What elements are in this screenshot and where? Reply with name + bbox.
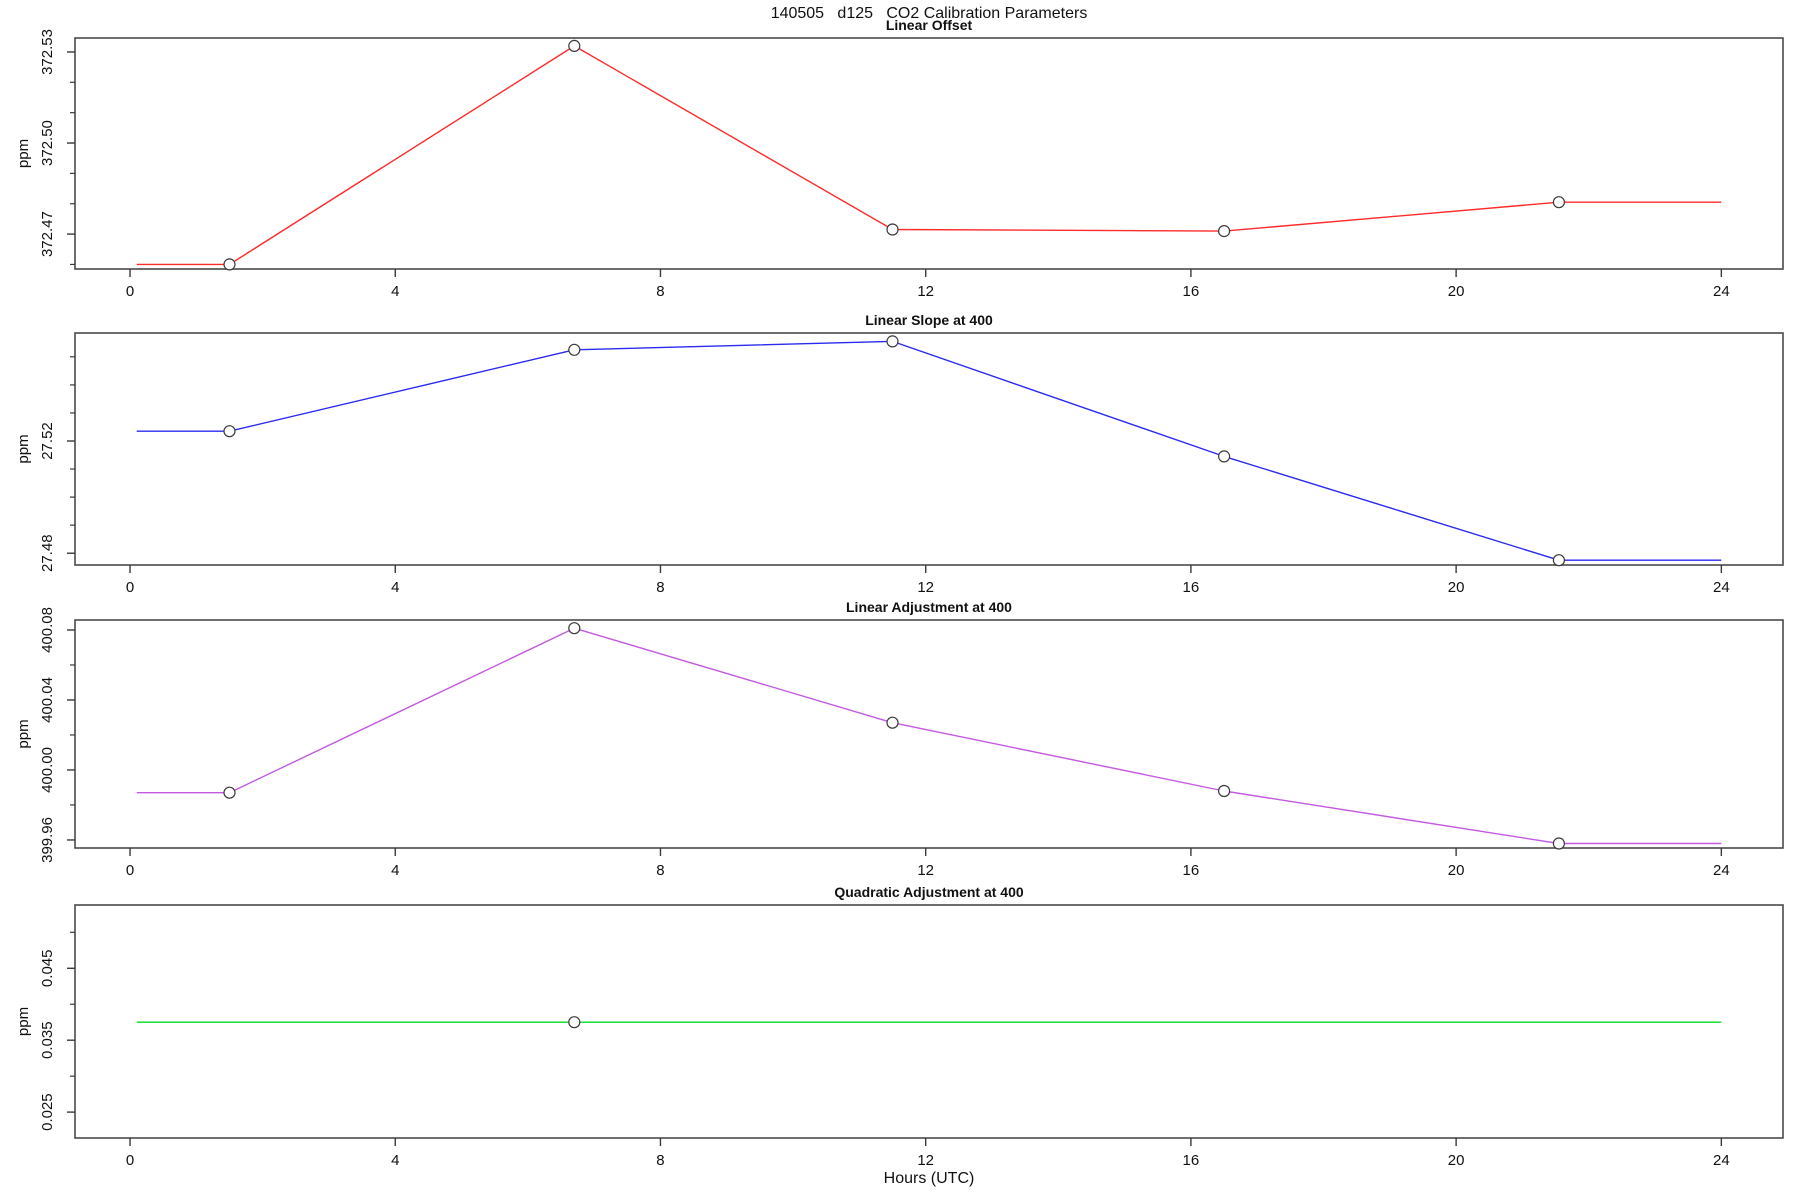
data-point-marker [223,258,236,271]
data-point-marker [886,716,899,729]
panel-title: Linear Slope at 400 [865,312,993,328]
data-point-marker [568,622,581,635]
plot-box [74,37,1784,270]
x-tick-label: 12 [917,579,934,596]
x-axis-title: Hours (UTC) [883,1170,975,1187]
y-tick-label: 0.025 [39,1093,56,1131]
x-tick-label: 0 [126,862,134,879]
x-tick-label: 20 [1448,862,1465,879]
x-tick-label: 16 [1183,862,1200,879]
y-axis-label: ppm [15,434,32,463]
y-tick-label: 27.52 [39,422,56,460]
x-tick-label: 16 [1183,283,1200,300]
x-tick-label: 24 [1713,1152,1730,1169]
data-line [136,340,1722,561]
y-tick-label: 400.04 [39,677,56,723]
x-tick-label: 8 [656,1152,664,1169]
x-tick-label: 24 [1713,283,1730,300]
x-tick-label: 12 [917,862,934,879]
y-axis-label: ppm [15,139,32,168]
data-line [136,45,1722,266]
data-point-marker [1552,837,1566,850]
y-tick-label: 0.045 [39,950,56,988]
data-point-marker [1552,196,1566,209]
plot-box [74,619,1784,849]
plot-main-title: 140505 d125 CO2 Calibration Parameters [770,5,1088,22]
x-tick-label: 8 [656,283,664,300]
y-tick-label: 27.48 [39,534,56,572]
panel-linear-adjustment-at-400: Linear Adjustment at 400 399.96 400.00 400.… [15,599,1784,879]
data-line [136,627,1722,845]
x-tick-label: 16 [1183,1152,1200,1169]
x-tick-label: 16 [1183,579,1200,596]
data-point-marker [1552,554,1566,567]
data-point-marker [568,343,581,356]
y-tick-label: 372.53 [39,29,56,75]
y-axis-label: ppm [15,719,32,748]
data-point-marker [886,335,899,348]
panel-quadratic-adjustment-at-400: Quadratic Adjustment at 400 0.025 0.035 0.0… [15,884,1784,1169]
x-tick-label: 4 [391,1152,399,1169]
x-tick-label: 0 [126,1152,134,1169]
data-point-marker [1217,784,1231,798]
x-tick-label: 12 [917,1152,934,1169]
data-point-marker [568,1016,581,1029]
panel-title: Linear Adjustment at 400 [846,599,1012,615]
y-tick-label: 399.96 [39,817,56,863]
data-point-marker [886,223,899,236]
y-tick-label: 372.47 [39,211,56,257]
y-tick-label: 400.08 [39,607,56,653]
data-point-marker [1217,450,1231,463]
data-point-marker [223,425,236,438]
x-tick-label: 8 [656,862,664,879]
x-tick-label: 0 [126,283,134,300]
x-tick-label: 24 [1713,579,1730,596]
x-tick-label: 20 [1448,579,1465,596]
panel-linear-slope-at-400: Linear Slope at 400 27.48 27.52 ppm 0 4 8 12 16 2… [15,312,1784,596]
x-tick-label: 8 [656,579,664,596]
x-tick-label: 12 [917,283,934,300]
panel-title: Linear Offset [886,17,973,33]
x-tick-label: 4 [391,283,399,300]
panel-linear-offset: Linear Offset 372.47 372.50 372.53 ppm 0 4 8 12 1… [15,17,1784,300]
x-tick-label: 20 [1448,1152,1465,1169]
data-point-marker [1217,225,1231,238]
x-tick-label: 4 [391,579,399,596]
data-point-marker [223,786,236,799]
x-tick-label: 24 [1713,862,1730,879]
x-tick-label: 0 [126,579,134,596]
y-tick-label: 0.035 [39,1021,56,1059]
panel-title: Quadratic Adjustment at 400 [834,884,1024,900]
y-tick-label: 400.00 [39,747,56,793]
x-tick-label: 20 [1448,283,1465,300]
plot-box [74,332,1784,566]
plot-box [74,904,1784,1139]
y-axis-label: ppm [15,1007,32,1036]
data-point-marker [568,39,581,53]
y-tick-label: 372.50 [39,120,56,166]
x-tick-label: 4 [391,862,399,879]
